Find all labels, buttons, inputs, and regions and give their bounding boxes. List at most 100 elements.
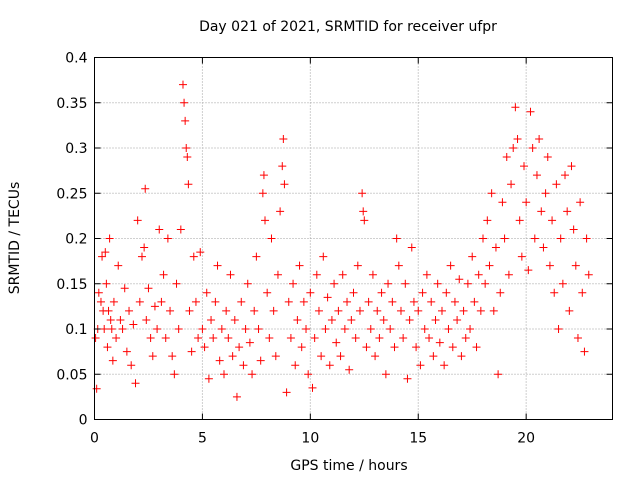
data-point [371,352,380,361]
data-point [416,361,425,370]
data-point [489,306,498,315]
data-point [507,180,516,189]
data-point [96,297,105,306]
data-point [537,207,546,216]
data-point [163,234,172,243]
data-point [515,216,524,225]
data-point [468,252,477,261]
data-point [306,288,315,297]
data-point [187,347,196,356]
data-point [446,261,455,270]
y-tick-label: 0 [79,413,88,429]
data-point [453,315,462,324]
data-point [125,306,134,315]
data-point [407,243,416,252]
data-point [379,315,388,324]
data-point [420,325,429,333]
data-point [349,288,358,297]
data-point [104,306,113,315]
y-tick-label: 0.3 [65,141,87,157]
data-point [483,216,492,225]
data-point [500,234,509,243]
data-point [209,334,218,343]
data-point [359,207,368,216]
data-point [481,279,490,288]
data-point [279,134,288,143]
data-point [259,171,268,180]
data-point [135,297,144,306]
data-point [92,384,101,393]
data-point [265,334,274,343]
data-point [252,252,261,261]
y-tick-label: 0.35 [56,96,87,112]
data-point [381,370,390,379]
data-point [112,334,121,343]
y-tick-label: 0.2 [65,232,87,248]
data-point [228,352,237,361]
data-point [558,279,567,288]
data-point [450,297,459,306]
data-point [150,302,159,311]
data-point [573,334,582,343]
data-point [230,315,239,324]
data-point [286,334,295,343]
data-point [114,261,123,270]
data-point [401,279,410,288]
data-point [386,325,395,333]
data-point [520,162,529,171]
data-point [528,144,537,152]
data-point [578,288,587,297]
data-point [178,80,187,89]
data-point [377,288,386,297]
data-point [504,270,513,279]
x-axis-label: GPS time / hours [290,458,407,474]
y-tick-label: 0.15 [56,277,87,293]
data-point [278,162,287,171]
data-point [293,315,302,324]
data-point [330,279,339,288]
data-point [347,315,356,324]
data-point [312,270,321,279]
data-point [422,270,431,279]
y-tick-label: 0.4 [65,51,87,67]
data-point [172,279,181,288]
data-point [109,297,118,306]
data-point [314,306,323,315]
data-point [444,325,453,333]
data-point [474,270,483,279]
data-point [554,325,563,333]
data-point [106,315,115,324]
data-point [539,243,548,252]
data-point [345,365,354,374]
data-point [414,306,423,315]
data-point [245,338,254,347]
grid [94,57,613,420]
data-point [184,180,193,189]
data-point [215,356,224,365]
y-tick-label: 0.05 [56,367,87,383]
data-point [576,198,585,207]
data-point [94,288,103,297]
data-point [248,370,257,379]
data-point [394,261,403,270]
data-point [545,261,554,270]
data-point [317,352,326,361]
data-point [548,216,557,225]
data-point [213,261,222,270]
data-point [343,297,352,306]
data-point [122,347,131,356]
data-point [517,252,526,261]
data-point [284,297,293,306]
data-point [100,325,109,333]
data-point [485,261,494,270]
data-point [181,116,190,125]
data-point [258,189,267,198]
data-point [107,325,116,333]
data-point [336,352,345,361]
data-point [267,234,276,243]
data-point [166,306,175,315]
x-tick-label: 0 [90,431,99,447]
data-point [144,284,153,293]
data-point [532,171,541,180]
data-point [476,306,485,315]
